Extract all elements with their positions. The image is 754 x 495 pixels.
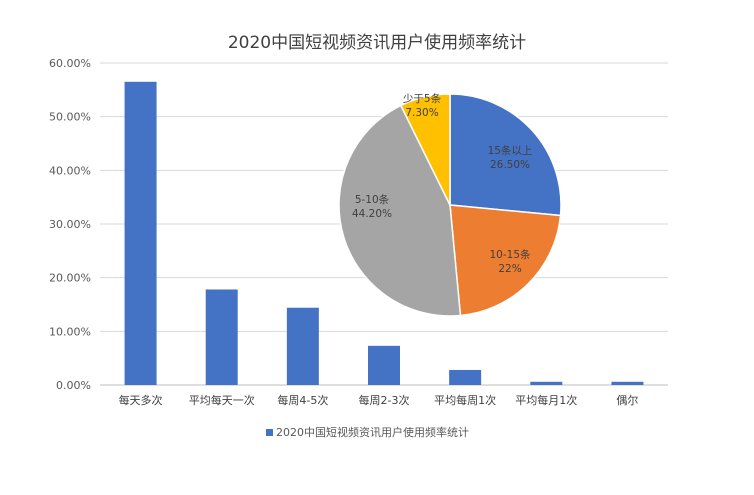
pie-slice-value: 44.20%: [352, 208, 392, 220]
bar: [449, 369, 482, 385]
x-tick-label: 平均每天一次: [189, 393, 255, 407]
x-tick-label: 平均每周1次: [434, 393, 496, 407]
y-axis: 0.00% 10.00% 20.00% 30.00% 40.00% 50.00% 60.00…: [49, 57, 91, 392]
pie-slice-value: 7.30%: [405, 107, 438, 119]
pie-slice: [449, 204, 562, 317]
x-tick-label: 每周4-5次: [277, 393, 328, 407]
bar: [124, 81, 157, 386]
pie-chart: 15条以上 26.50% 10-15条 22% 5-10条 44.20% 少于5条 7.30%: [338, 92, 562, 317]
y-tick-label: 40.00%: [49, 164, 91, 177]
chart-title: 2020中国短视频资讯用户使用频率统计: [228, 32, 526, 53]
pie-slice-label: 15条以上: [488, 144, 533, 157]
x-tick-label: 每周2-3次: [359, 393, 410, 407]
y-tick-label: 10.00%: [49, 325, 91, 338]
x-tick-label: 偶尔: [616, 394, 638, 407]
x-axis: 每天多次 平均每天一次 每周4-5次 每周2-3次 平均每周1次 平均每月1次 偶尔: [119, 393, 639, 407]
y-tick-label: 50.00%: [49, 111, 91, 124]
y-tick-label: 60.00%: [49, 57, 91, 70]
pie-slice-label: 5-10条: [355, 193, 390, 206]
pie-slice: [338, 104, 462, 317]
y-tick-label: 30.00%: [49, 218, 91, 231]
pie-slice-label: 10-15条: [489, 248, 531, 261]
bar: [286, 307, 319, 385]
y-tick-label: 0.00%: [56, 379, 91, 392]
bar: [368, 345, 400, 385]
pie-slice-label: 少于5条: [403, 92, 442, 105]
pie-slice: [399, 93, 451, 206]
x-tick-label: 每天多次: [119, 393, 163, 407]
bar: [530, 381, 563, 385]
bar: [611, 381, 644, 385]
pie-slice-value: 22%: [498, 263, 521, 275]
legend-swatch: [266, 429, 273, 436]
y-tick-label: 20.00%: [49, 272, 91, 285]
legend-label: 2020中国短视频资讯用户使用频率统计: [276, 425, 469, 439]
legend: 2020中国短视频资讯用户使用频率统计: [266, 425, 469, 439]
bar: [205, 289, 238, 385]
bar-series: [124, 81, 644, 386]
pie-slice-value: 26.50%: [490, 159, 530, 171]
x-tick-label: 平均每月1次: [515, 393, 577, 407]
pie-slice: [449, 93, 562, 217]
